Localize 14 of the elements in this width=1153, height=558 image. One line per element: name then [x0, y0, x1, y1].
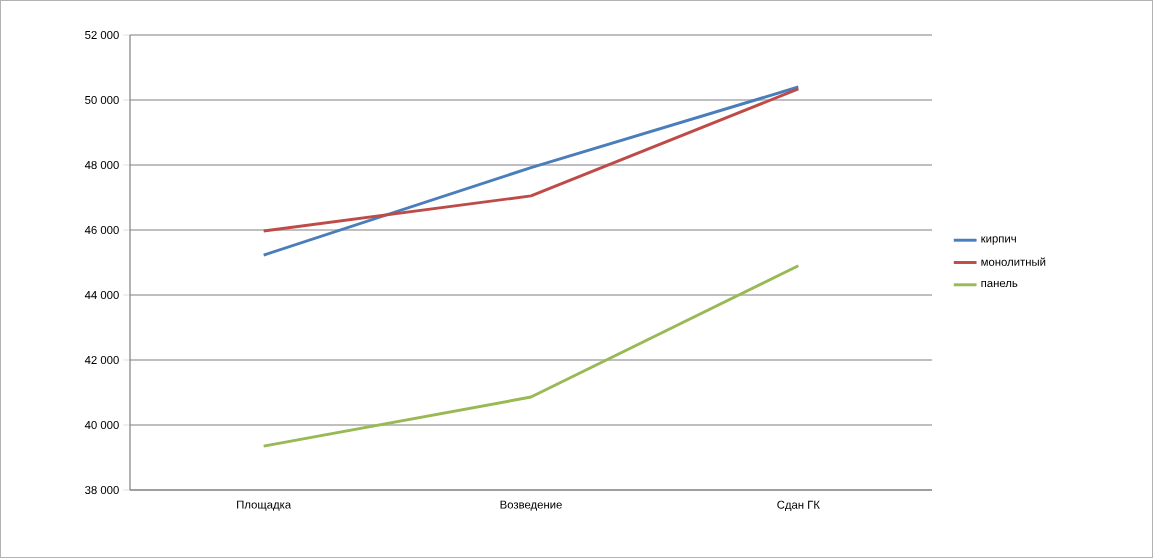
y-tick-label: 38 000: [85, 486, 119, 495]
legend-label: панель: [981, 280, 1018, 288]
legend-label: кирпич: [981, 236, 1016, 245]
y-tick-label: 50 000: [85, 96, 119, 105]
x-tick-label: Возведение: [500, 500, 562, 511]
y-tick-label: 48 000: [84, 161, 119, 170]
y-tick-label: 44 000: [84, 291, 119, 300]
x-tick-label: Сдан ГК: [777, 500, 820, 511]
y-tick-label: 40 000: [84, 421, 119, 430]
legend-label: монолитный: [981, 257, 1046, 266]
y-tick-label: 46 000: [84, 226, 119, 235]
y-tick-label: 52 000: [85, 31, 119, 40]
x-tick-label: Площадка: [237, 500, 292, 511]
y-tick-label: 42 000: [84, 356, 119, 365]
